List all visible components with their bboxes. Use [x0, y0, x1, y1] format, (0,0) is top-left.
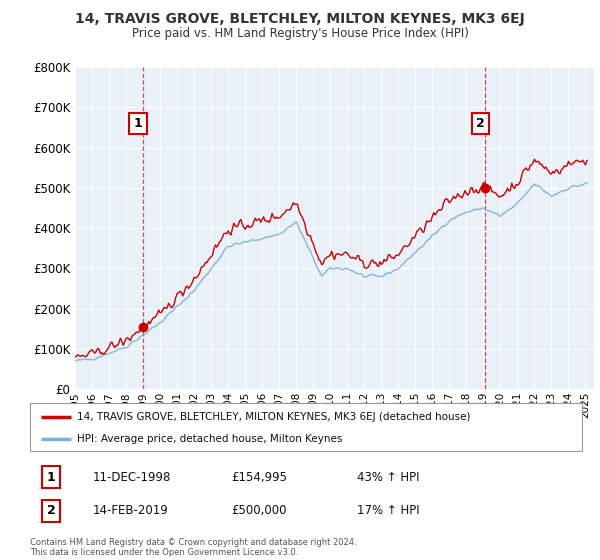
Text: 14, TRAVIS GROVE, BLETCHLEY, MILTON KEYNES, MK3 6EJ: 14, TRAVIS GROVE, BLETCHLEY, MILTON KEYN…	[75, 12, 525, 26]
Text: 11-DEC-1998: 11-DEC-1998	[93, 470, 172, 484]
Text: Price paid vs. HM Land Registry's House Price Index (HPI): Price paid vs. HM Land Registry's House …	[131, 27, 469, 40]
Text: 14, TRAVIS GROVE, BLETCHLEY, MILTON KEYNES, MK3 6EJ (detached house): 14, TRAVIS GROVE, BLETCHLEY, MILTON KEYN…	[77, 412, 470, 422]
Text: £500,000: £500,000	[231, 504, 287, 517]
Point	[138, 323, 148, 332]
Text: 17% ↑ HPI: 17% ↑ HPI	[357, 504, 419, 517]
Text: 43% ↑ HPI: 43% ↑ HPI	[357, 470, 419, 484]
Text: 1: 1	[47, 470, 55, 484]
Text: 2: 2	[476, 117, 485, 130]
Text: HPI: Average price, detached house, Milton Keynes: HPI: Average price, detached house, Milt…	[77, 434, 342, 444]
Text: 14-FEB-2019: 14-FEB-2019	[93, 504, 169, 517]
Text: 2: 2	[47, 504, 55, 517]
Text: £154,995: £154,995	[231, 470, 287, 484]
Text: Contains HM Land Registry data © Crown copyright and database right 2024.
This d: Contains HM Land Registry data © Crown c…	[30, 538, 356, 557]
Text: 1: 1	[134, 117, 142, 130]
Point	[481, 184, 490, 193]
FancyBboxPatch shape	[30, 403, 582, 451]
